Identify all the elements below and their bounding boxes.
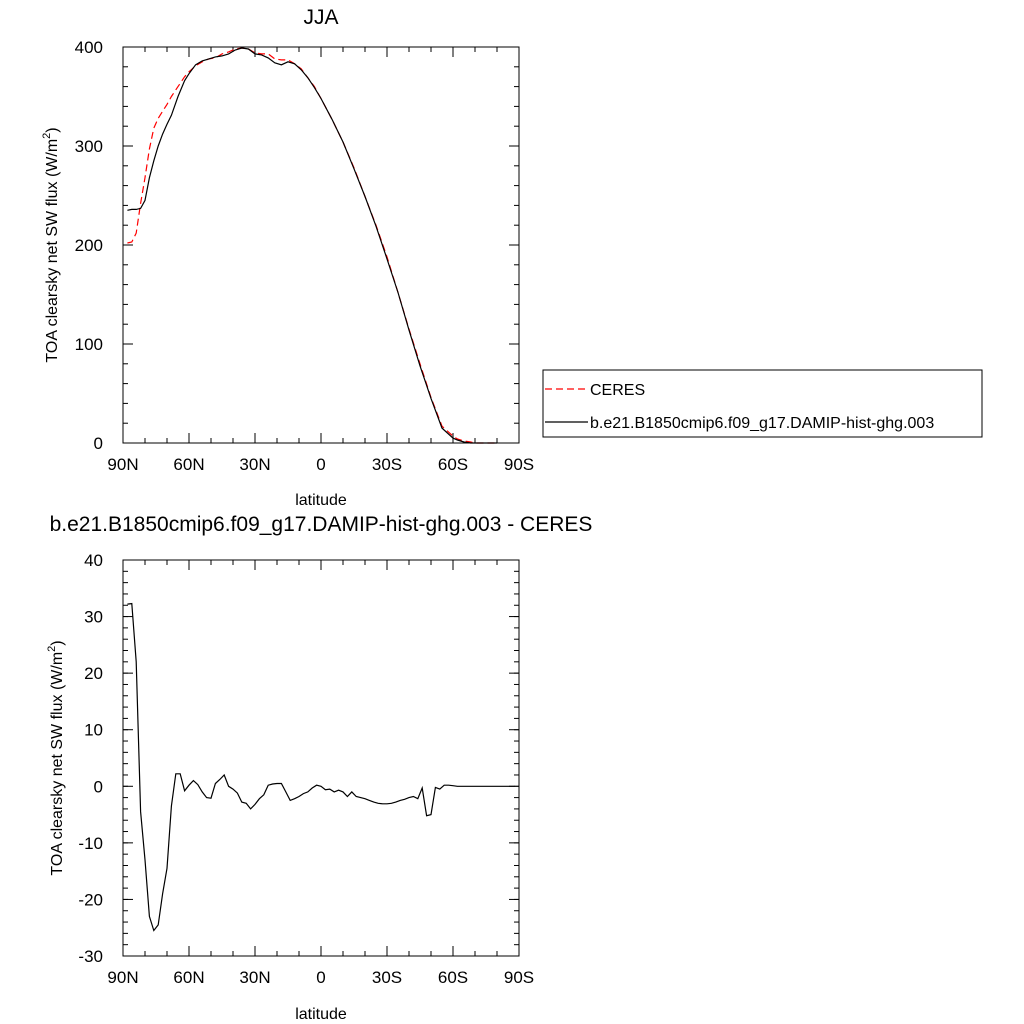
y-tick-label: 100 [75,335,103,354]
x-tick-label: 90S [504,968,534,987]
y-axis-label: TOA clearsky net SW flux (W/m2) [41,127,61,362]
y-axis-label: TOA clearsky net SW flux (W/m2) [46,640,66,875]
x-tick-label: 90N [107,455,138,474]
plot-frame [122,46,520,444]
x-tick-label: 90N [107,968,138,987]
chart-title: JJA [303,6,338,29]
chart-difference: b.e21.B1850cmip6.f09_g17.DAMIP-hist-ghg.… [46,513,592,1023]
chart-jja: JJA 0 100 200 300 400 90N 60N 30N 0 30S 60S 90S la… [41,6,983,509]
x-tick-labels: 90N 60N 30N 0 30S 60S 90S [107,968,534,987]
x-axis-label: latitude [295,1006,347,1023]
y-tick-label: 0 [94,777,103,796]
y-tick-label: 30 [84,608,103,627]
x-tick-label: 30N [239,455,270,474]
y-tick-label: 400 [75,38,103,57]
x-tick-labels: 90N 60N 30N 0 30S 60S 90S [107,455,534,474]
y-tick-label: 40 [84,551,103,570]
x-tick-label: 60N [173,455,204,474]
x-tick-label: 0 [316,968,325,987]
series-line-model [127,47,497,444]
tick-marks [122,46,520,444]
x-tick-label: 60N [173,968,204,987]
y-tick-labels: 0 100 200 300 400 [75,38,103,453]
x-tick-label: 60S [438,968,468,987]
plot-frame [122,559,520,957]
x-tick-label: 0 [316,455,325,474]
y-tick-label: -30 [78,947,103,966]
series-layer [127,602,515,932]
y-tick-label: 20 [84,664,103,683]
series-layer [127,47,497,444]
x-tick-label: 60S [438,455,468,474]
y-tick-label: 0 [94,434,103,453]
series-line-model [127,602,515,932]
y-tick-label: 10 [84,721,103,740]
legend: CERES b.e21.B1850cmip6.f09_g17.DAMIP-his… [542,369,983,438]
y-tick-label: -20 [78,890,103,909]
series-line-ceres [127,47,497,444]
x-tick-label: 30S [372,968,402,987]
legend-box [542,369,983,438]
legend-label-ceres: CERES [590,382,645,399]
y-tick-labels: -30 -20 -10 0 10 20 30 40 [78,551,103,966]
x-tick-label: 30N [239,968,270,987]
x-tick-label: 90S [504,455,534,474]
y-tick-label: -10 [78,834,103,853]
tick-marks [122,559,520,957]
legend-label-model: b.e21.B1850cmip6.f09_g17.DAMIP-hist-ghg.… [590,415,934,432]
y-tick-label: 300 [75,137,103,156]
y-tick-label: 200 [75,236,103,255]
x-tick-label: 30S [372,455,402,474]
x-axis-label: latitude [295,492,347,509]
chart-title: b.e21.B1850cmip6.f09_g17.DAMIP-hist-ghg.… [50,513,593,536]
